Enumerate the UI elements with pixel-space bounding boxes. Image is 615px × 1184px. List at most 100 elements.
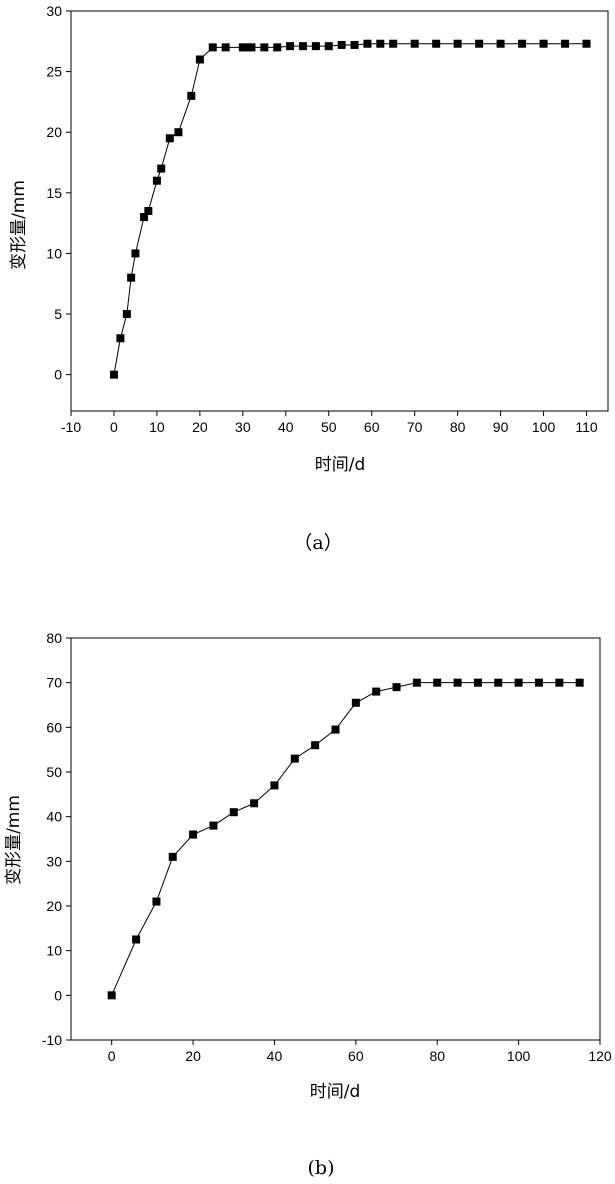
data-point: [250, 799, 258, 807]
data-point: [116, 334, 124, 342]
x-tick-label: 30: [235, 419, 251, 435]
data-point: [123, 310, 131, 318]
x-tick-label: 60: [364, 419, 380, 435]
y-tick-label: -10: [42, 1032, 62, 1048]
data-point: [433, 679, 441, 687]
data-point: [209, 822, 217, 830]
data-point: [311, 741, 319, 749]
caption-b: (b): [308, 1157, 335, 1179]
data-point: [338, 41, 346, 49]
data-point: [152, 898, 160, 906]
x-tick-label: 60: [348, 1048, 364, 1064]
data-point: [332, 726, 340, 734]
data-point: [166, 134, 174, 142]
data-point: [393, 683, 401, 691]
x-tick-label: 70: [407, 419, 423, 435]
x-axis-label-b: 时间/d: [310, 1082, 361, 1102]
series-line: [112, 683, 580, 996]
data-point: [576, 679, 584, 687]
chart-a: -100102030405060708090100110 05101520253…: [9, 3, 608, 554]
data-point: [474, 679, 482, 687]
data-point: [432, 40, 440, 48]
x-tick-label: 80: [429, 1048, 445, 1064]
x-tick-label: 90: [493, 419, 509, 435]
caption-a: （a）: [293, 532, 342, 554]
series-b: [108, 679, 584, 1000]
data-point: [187, 92, 195, 100]
data-point: [376, 40, 384, 48]
x-axis-label-a: 时间/d: [315, 455, 366, 475]
data-point: [352, 699, 360, 707]
data-point: [555, 679, 563, 687]
y-axis-ticks-b: -1001020304050607080: [42, 630, 71, 1048]
y-tick-label: 15: [46, 185, 62, 201]
data-point: [475, 40, 483, 48]
y-axis-ticks-a: 051015202530: [46, 3, 71, 383]
y-tick-label: 0: [54, 367, 62, 383]
x-axis-ticks-b: 0 20 40 60 80 100 120: [108, 1040, 612, 1064]
data-point: [286, 42, 294, 50]
data-point: [270, 781, 278, 789]
y-tick-label: 25: [46, 64, 62, 80]
data-point: [196, 55, 204, 63]
data-point: [351, 41, 359, 49]
x-tick-label: 0: [110, 419, 118, 435]
data-point: [561, 40, 569, 48]
data-point: [312, 42, 320, 50]
y-tick-label: 80: [46, 630, 62, 646]
data-point: [299, 42, 307, 50]
x-tick-label: 40: [267, 1048, 283, 1064]
data-point: [518, 40, 526, 48]
y-tick-label: 30: [46, 3, 62, 19]
data-point: [110, 371, 118, 379]
y-tick-label: 40: [46, 809, 62, 825]
data-point: [169, 853, 177, 861]
data-point: [411, 40, 419, 48]
y-tick-label: 5: [54, 306, 62, 322]
data-point: [153, 177, 161, 185]
data-point: [260, 43, 268, 51]
data-point: [540, 40, 548, 48]
data-point: [127, 274, 135, 282]
x-tick-label: 50: [321, 419, 337, 435]
x-tick-label: -10: [61, 419, 81, 435]
x-tick-label: 0: [108, 1048, 116, 1064]
data-point: [273, 43, 281, 51]
y-tick-label: 0: [54, 987, 62, 1003]
data-point: [291, 755, 299, 763]
data-point: [325, 42, 333, 50]
series-a: [110, 40, 591, 379]
data-point: [372, 688, 380, 696]
data-point: [247, 43, 255, 51]
chart-b: 020406080100120 -1001020304050607080 时间/…: [4, 630, 612, 1179]
x-tick-label: 100: [532, 419, 556, 435]
data-point: [132, 936, 140, 944]
x-tick-label: 10: [149, 419, 165, 435]
data-point: [108, 991, 116, 999]
data-point: [144, 207, 152, 215]
x-tick-label: 20: [192, 419, 208, 435]
x-tick-label: 40: [278, 419, 294, 435]
y-axis-label-b: 变形量/mm: [4, 795, 24, 885]
data-point: [157, 165, 165, 173]
data-point: [494, 679, 502, 687]
data-point: [535, 679, 543, 687]
data-point: [454, 679, 462, 687]
y-axis-label-a: 变形量/mm: [9, 180, 29, 270]
data-point: [497, 40, 505, 48]
x-tick-label: 100: [507, 1048, 531, 1064]
y-tick-label: 60: [46, 719, 62, 735]
y-tick-label: 50: [46, 764, 62, 780]
y-tick-label: 10: [46, 943, 62, 959]
data-point: [174, 128, 182, 136]
data-point: [583, 40, 591, 48]
data-point: [363, 40, 371, 48]
x-tick-label: 120: [588, 1048, 612, 1064]
series-line: [114, 44, 587, 375]
x-tick-label: 20: [185, 1048, 201, 1064]
data-point: [222, 43, 230, 51]
y-tick-label: 70: [46, 675, 62, 691]
y-tick-label: 20: [46, 898, 62, 914]
data-point: [515, 679, 523, 687]
